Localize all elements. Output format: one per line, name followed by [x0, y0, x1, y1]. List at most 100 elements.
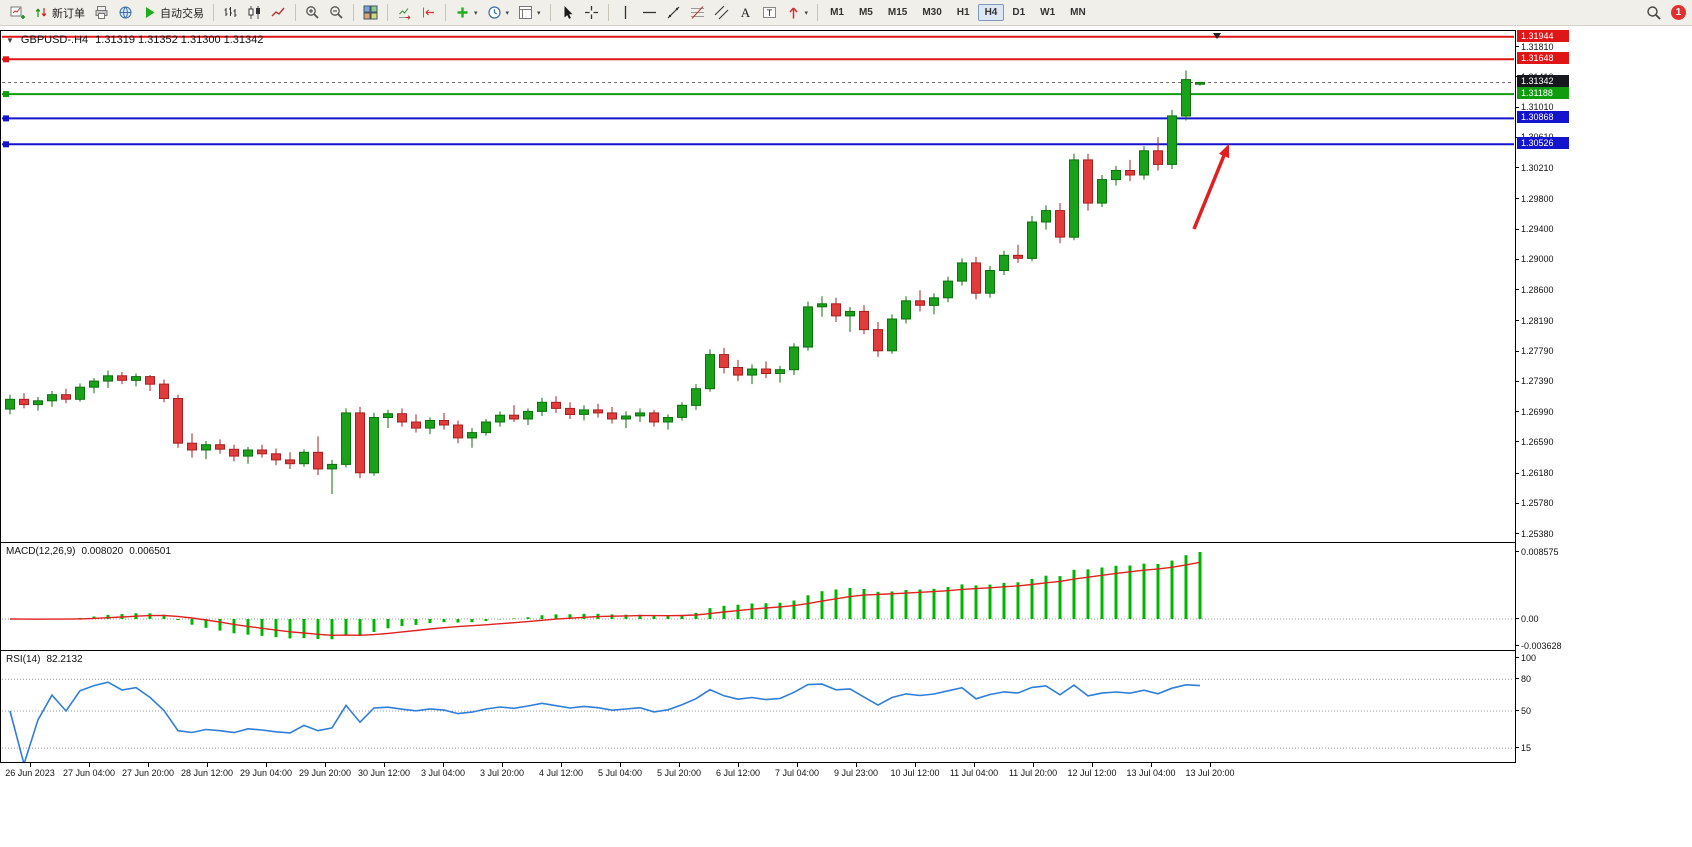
new-order-button[interactable]: 新订单: [30, 2, 89, 23]
timeframe-m15-button[interactable]: M15: [887, 7, 908, 18]
community-button[interactable]: [114, 2, 137, 23]
toolbar-right-group: 1: [1642, 2, 1686, 23]
price-axis-label: 1.30210: [1521, 163, 1554, 173]
hline-price-box: 1.30868: [1517, 111, 1569, 123]
chart-ohlc-values: 1.31319 1.31352 1.31300 1.31342: [95, 34, 264, 46]
chart-shift-marker[interactable]: [1213, 33, 1221, 39]
candle-up: [845, 310, 855, 317]
candle-chart-button[interactable]: [243, 2, 266, 23]
hline-handle[interactable]: [3, 141, 9, 148]
hline-price-box: 1.31648: [1517, 52, 1569, 64]
price-axis-tick: [1515, 167, 1519, 168]
candle-up: [369, 417, 379, 474]
hline-button[interactable]: [638, 2, 661, 23]
macd-chart: [2, 552, 1514, 640]
time-axis-tick: [738, 763, 739, 767]
hline-price-box: 1.30526: [1517, 137, 1569, 149]
new-chart-button[interactable]: [6, 2, 29, 23]
vline-button[interactable]: [614, 2, 637, 23]
candle-down: [1153, 150, 1163, 165]
bar-chart-button[interactable]: [219, 2, 242, 23]
timeframe-mn-button[interactable]: MN: [1070, 7, 1086, 18]
channel-button[interactable]: [710, 2, 733, 23]
text-button[interactable]: A: [734, 2, 757, 23]
price-axis-tick: [1515, 198, 1519, 199]
rsi-chart: [2, 678, 1514, 762]
chart-plus-icon: [10, 5, 25, 20]
template-icon: [518, 5, 533, 20]
chart-dropdown-icon[interactable]: ▼: [6, 35, 14, 45]
tile-windows-button[interactable]: [359, 2, 382, 23]
toolbar-separator: [213, 4, 214, 21]
macd-axis-label: 0.008575: [1521, 546, 1559, 557]
fibo-button[interactable]: [686, 2, 709, 23]
candle-down: [229, 448, 239, 457]
candle-up: [47, 394, 57, 402]
notification-badge[interactable]: 1: [1671, 5, 1686, 20]
candle-up: [5, 398, 15, 410]
periods-button[interactable]: ▾: [483, 2, 514, 23]
label-button[interactable]: T: [758, 2, 781, 23]
macd-main-value: 0.008020: [81, 546, 124, 557]
rsi-panel[interactable]: RSI(14) 82.2132: [0, 650, 1516, 763]
auto-scroll-button[interactable]: [393, 2, 416, 23]
timeframe-h1-button[interactable]: H1: [956, 7, 970, 18]
timeframe-d1-button[interactable]: D1: [1012, 7, 1026, 18]
candle-down: [607, 412, 617, 420]
search-icon: [1646, 5, 1661, 20]
candle-down: [19, 398, 29, 406]
arrows-button[interactable]: ▾: [782, 2, 813, 23]
candle-down: [117, 375, 127, 381]
candle-down: [761, 368, 771, 374]
candle-up: [383, 413, 393, 419]
line-chart-button[interactable]: [267, 2, 290, 23]
macd-panel[interactable]: MACD(12,26,9) 0.008020 0.006501: [0, 542, 1516, 651]
hline-price-box: 1.31188: [1517, 87, 1569, 99]
time-axis-tick: [325, 763, 326, 767]
price-axis-label: 1.26180: [1521, 468, 1554, 478]
candle-up: [495, 414, 505, 423]
candle-down: [593, 409, 603, 414]
zoom-in-button[interactable]: [301, 2, 324, 23]
candle-up: [943, 280, 953, 299]
hline-handle[interactable]: [3, 115, 9, 122]
timeframe-m5-button[interactable]: M5: [858, 7, 873, 18]
candle-up: [89, 380, 99, 388]
cursor-button[interactable]: [556, 2, 579, 23]
macd-axis-label: -0.003628: [1521, 640, 1562, 651]
timeframe-h4-button[interactable]: H4: [977, 4, 1005, 21]
timeframe-m1-button[interactable]: M1: [830, 7, 844, 18]
candle-up: [929, 297, 939, 306]
templates-button[interactable]: ▾: [514, 2, 545, 23]
candle-down: [859, 310, 869, 331]
trendline-button[interactable]: [662, 2, 685, 23]
candle-down: [733, 367, 743, 376]
candle-up: [579, 409, 589, 415]
candle-down: [719, 354, 729, 369]
chart-shift-button[interactable]: [417, 2, 440, 23]
time-axis-tick: [443, 763, 444, 767]
candle-down: [173, 398, 183, 444]
time-axis-label: 4 Jul 12:00: [538, 768, 584, 778]
search-button[interactable]: [1642, 2, 1665, 23]
hline-handle[interactable]: [3, 56, 9, 63]
candle-up: [75, 386, 85, 400]
time-axis-tick: [148, 763, 149, 767]
rsi-axis-tick: [1515, 747, 1519, 748]
indicators-button[interactable]: ▾: [451, 2, 482, 23]
print-button[interactable]: [90, 2, 113, 23]
main-chart-panel[interactable]: ▼ GBPUSD-.H4 1.31319 1.31352 1.31300 1.3…: [0, 30, 1516, 543]
hline-handle[interactable]: [3, 91, 9, 98]
crosshair-button[interactable]: [580, 2, 603, 23]
candle-up: [481, 421, 491, 434]
red-arrow-annotation[interactable]: [1192, 144, 1230, 230]
time-axis-tick: [502, 763, 503, 767]
time-axis-label: 6 Jul 12:00: [715, 768, 761, 778]
price-axis-tick: [1515, 46, 1519, 47]
autotrading-button[interactable]: 自动交易: [138, 2, 208, 23]
timeframe-w1-button[interactable]: W1: [1040, 7, 1056, 18]
timeframe-m30-button[interactable]: M30: [922, 7, 942, 18]
candle-down: [285, 459, 295, 465]
time-axis-tick: [915, 763, 916, 767]
zoom-out-button[interactable]: [325, 2, 348, 23]
